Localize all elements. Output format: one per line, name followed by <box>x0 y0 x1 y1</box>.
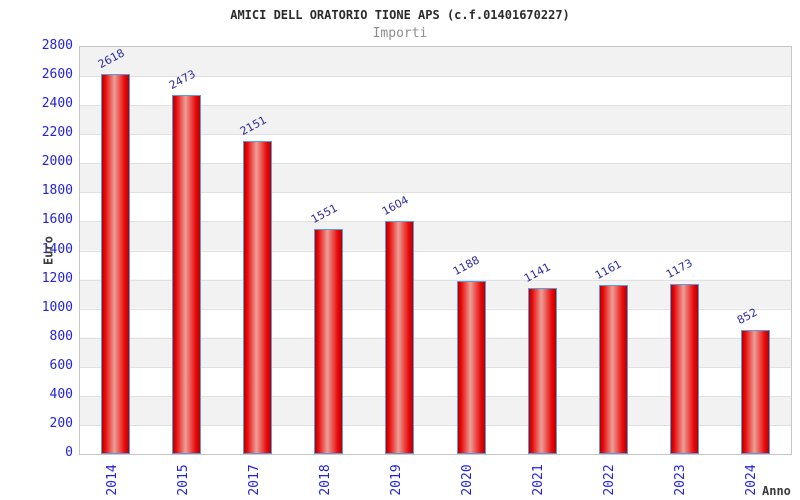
bar-value-label: 1188 <box>450 253 482 279</box>
bar-2023 <box>669 283 699 454</box>
y-axis-title: Euro <box>41 236 56 265</box>
x-tick-label-2023: 2023 <box>673 464 689 496</box>
bar-value-label: 2618 <box>95 45 127 71</box>
bar-2018 <box>314 228 344 454</box>
bar-2015 <box>172 94 202 454</box>
chart-subtitle: Importi <box>372 26 428 41</box>
bar-value-label: 1141 <box>521 260 553 286</box>
y-tick-label: 1600 <box>41 212 73 228</box>
gridline <box>80 424 791 426</box>
y-tick-label: 2200 <box>41 125 73 141</box>
y-tick-label: 2000 <box>41 154 73 170</box>
x-tick-label-2015: 2015 <box>175 464 191 496</box>
y-tick-label: 0 <box>65 445 73 460</box>
bar-value-label: 1161 <box>593 257 625 283</box>
x-tick-label-2019: 2019 <box>388 464 404 496</box>
y-tick-label: 2800 <box>41 38 73 53</box>
gridline <box>80 250 791 252</box>
y-tick-label: 2600 <box>41 67 73 83</box>
x-tick-label-2014: 2014 <box>104 464 120 496</box>
gridline <box>80 221 791 223</box>
bar-2019 <box>385 220 415 454</box>
bar-2022 <box>598 285 628 454</box>
chart-title: AMICI DELL ORATORIO TIONE APS (c.f.01401… <box>230 8 570 22</box>
y-tick-label: 800 <box>49 328 73 344</box>
y-tick-label: 400 <box>49 386 73 402</box>
gridline <box>80 134 791 136</box>
bar-value-label: 1173 <box>664 255 696 281</box>
gridline <box>80 76 791 78</box>
x-tick-label-2017: 2017 <box>246 464 262 496</box>
y-tick-label: 1800 <box>41 183 73 199</box>
gridline <box>80 163 791 165</box>
x-tick-label-2024: 2024 <box>744 464 760 496</box>
x-tick-label-2021: 2021 <box>531 464 547 496</box>
gridline <box>80 308 791 310</box>
bar-2017 <box>243 141 273 454</box>
gridline <box>80 337 791 339</box>
y-tick-label: 1200 <box>41 270 73 286</box>
bar-2024 <box>740 330 770 454</box>
y-tick-label: 2400 <box>41 96 73 112</box>
gridline <box>80 105 791 107</box>
y-tick-label: 1000 <box>41 299 73 315</box>
bar-2014 <box>101 73 130 454</box>
bar-value-label: 2473 <box>166 66 198 92</box>
gridline <box>80 366 791 368</box>
y-tick-label: 200 <box>49 415 73 431</box>
x-axis-title: Anno <box>762 484 791 498</box>
x-tick-label-2018: 2018 <box>317 464 333 496</box>
bar-value-label: 1604 <box>379 193 411 218</box>
x-tick-label-2022: 2022 <box>602 464 618 496</box>
y-tick-label: 600 <box>49 357 73 373</box>
gridline <box>80 279 791 281</box>
bar-2021 <box>527 288 557 454</box>
x-tick-label-2020: 2020 <box>460 464 475 496</box>
bar-2020 <box>456 281 486 454</box>
gridline <box>80 395 791 397</box>
gridline <box>80 192 791 194</box>
plot-area: 2618 2473 2151 1551 1604 1188 1141 1161 1173 852 <box>79 46 792 455</box>
y-tick-label: 1400 <box>41 241 73 257</box>
